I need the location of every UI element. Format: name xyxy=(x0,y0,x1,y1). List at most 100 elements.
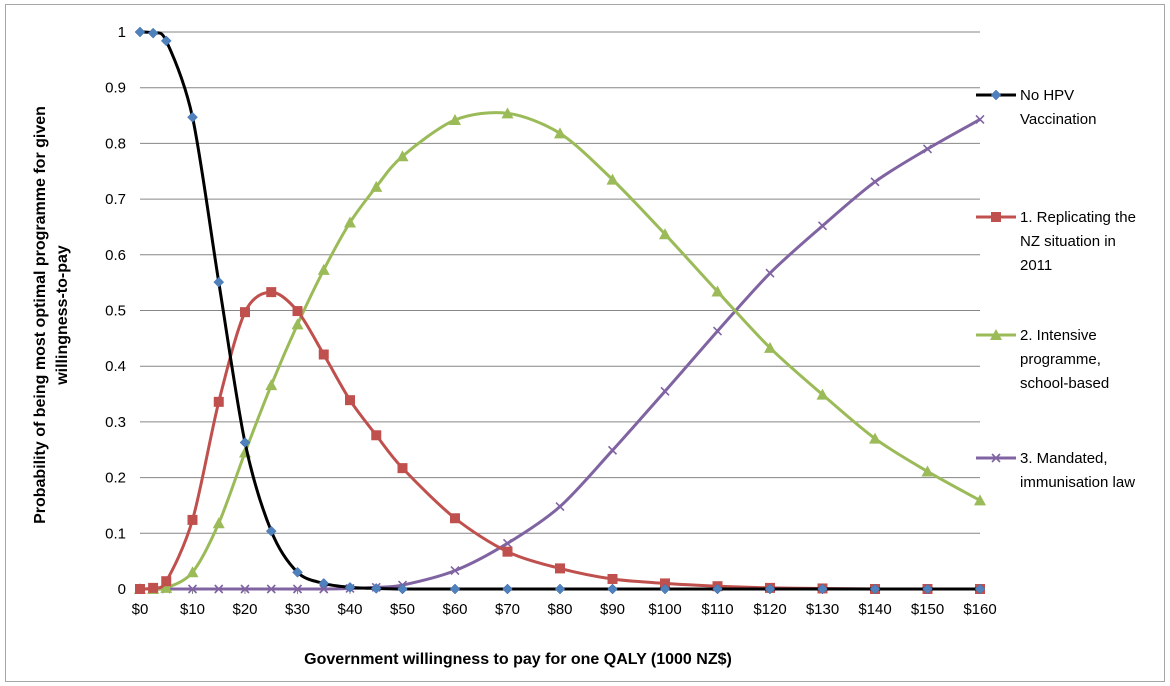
data-point xyxy=(816,388,829,400)
legend-label: No HPV xyxy=(1020,87,1074,104)
y-axis-title-line-1: Probability of being most optimal progra… xyxy=(32,106,49,524)
data-point xyxy=(659,228,671,240)
data-point xyxy=(502,546,513,557)
x-tick-label: $10 xyxy=(180,601,205,618)
data-point xyxy=(765,268,775,278)
y-tick-label: 0.2 xyxy=(105,470,126,487)
data-point xyxy=(397,583,408,595)
data-point xyxy=(606,173,619,185)
legend-item-2: 1. Replicating the NZ situation in 2011 xyxy=(976,209,1136,274)
data-point xyxy=(135,584,145,594)
data-point xyxy=(239,437,251,448)
data-point xyxy=(501,107,514,119)
data-point xyxy=(292,306,303,317)
data-point xyxy=(266,287,277,298)
x-tick-label: $110 xyxy=(701,601,733,618)
data-point xyxy=(869,583,881,595)
data-point xyxy=(396,150,409,162)
data-point xyxy=(817,221,828,231)
legend-label: school-based xyxy=(1020,375,1109,392)
data-point xyxy=(292,566,303,578)
legend: No HPV Vaccination 1. Replicating the NZ si… xyxy=(976,87,1136,491)
data-point xyxy=(450,513,460,524)
x-tick-label: $90 xyxy=(600,601,625,618)
data-point xyxy=(921,465,934,477)
data-point xyxy=(370,583,382,594)
gridlines xyxy=(140,31,980,534)
data-point xyxy=(607,445,618,455)
data-point xyxy=(712,583,723,595)
y-tick-label: 0.5 xyxy=(105,303,126,320)
x-tick-label: $50 xyxy=(390,601,415,618)
data-point xyxy=(450,566,460,576)
legend-marker xyxy=(991,453,1001,463)
data-point xyxy=(266,584,276,594)
legend-marker xyxy=(990,329,1002,340)
data-point xyxy=(870,177,880,187)
data-point xyxy=(711,285,724,297)
x-tick-label: $100 xyxy=(648,601,681,618)
x-axis-title: Government willingness to pay for one QA… xyxy=(304,651,732,668)
series-lines xyxy=(134,26,986,595)
data-point xyxy=(344,216,356,228)
y-tick-label: 0.7 xyxy=(105,191,126,208)
y-axis-title: Probability of being most optimal progra… xyxy=(32,106,71,524)
series-2 xyxy=(135,287,985,594)
data-point xyxy=(974,494,986,506)
data-point xyxy=(148,582,159,593)
legend-label: 1. Replicating the xyxy=(1020,209,1136,226)
x-tick-label: $160 xyxy=(963,601,996,618)
y-tick-label: 0.1 xyxy=(105,525,126,542)
x-tick-label: $120 xyxy=(753,601,786,618)
data-point xyxy=(345,395,355,406)
data-point xyxy=(659,583,671,595)
data-point xyxy=(869,432,881,444)
data-point xyxy=(660,386,670,396)
x-tick-label: $60 xyxy=(442,601,467,618)
data-point xyxy=(764,583,776,595)
x-tick-label: $80 xyxy=(547,601,572,618)
data-point xyxy=(265,525,277,537)
series-4 xyxy=(135,114,985,594)
data-point xyxy=(147,27,159,39)
x-tick-label: $20 xyxy=(232,601,257,618)
data-point xyxy=(554,583,566,595)
data-point xyxy=(186,566,199,578)
data-point xyxy=(161,576,172,587)
data-point xyxy=(554,127,566,139)
legend-label: NZ situation in xyxy=(1020,233,1116,250)
y-axis-title-line-2: willingness-to-pay xyxy=(54,245,71,386)
x-tick-label: $40 xyxy=(337,601,362,618)
data-point xyxy=(555,501,565,512)
data-point xyxy=(319,584,329,594)
data-point xyxy=(213,396,224,407)
x-tick-label: $130 xyxy=(806,601,839,618)
data-point xyxy=(317,263,330,275)
legend-item-4: 3. Mandated, immunisation law xyxy=(976,450,1135,491)
data-point xyxy=(344,581,356,593)
data-point xyxy=(160,35,172,47)
data-point xyxy=(291,318,304,330)
legend-label: 2011 xyxy=(1020,257,1052,274)
data-point xyxy=(187,514,198,525)
legend-item-3: 2. Intensive programme, school-based xyxy=(976,327,1109,392)
data-point xyxy=(974,583,986,595)
x-axis: $0 $10 $20 $30 $40 $50 $60 $70 $80 $90 $100 $110 $12… xyxy=(132,588,997,618)
data-point xyxy=(240,584,250,594)
data-point xyxy=(502,538,513,548)
legend-marker xyxy=(990,89,1002,101)
y-tick-label: 0.3 xyxy=(105,414,126,431)
data-point xyxy=(187,584,198,594)
data-point xyxy=(449,114,461,126)
data-point xyxy=(975,114,985,125)
y-tick-label: 1 xyxy=(118,24,126,41)
legend-label: Vaccination xyxy=(1020,111,1096,128)
data-point xyxy=(712,326,723,336)
legend-label: immunisation law xyxy=(1020,474,1135,491)
x-tick-label: $30 xyxy=(285,601,310,618)
y-tick-label: 0.8 xyxy=(105,135,126,152)
data-point xyxy=(134,26,146,38)
data-point xyxy=(607,573,618,584)
y-tick-label: 0.9 xyxy=(105,80,126,97)
